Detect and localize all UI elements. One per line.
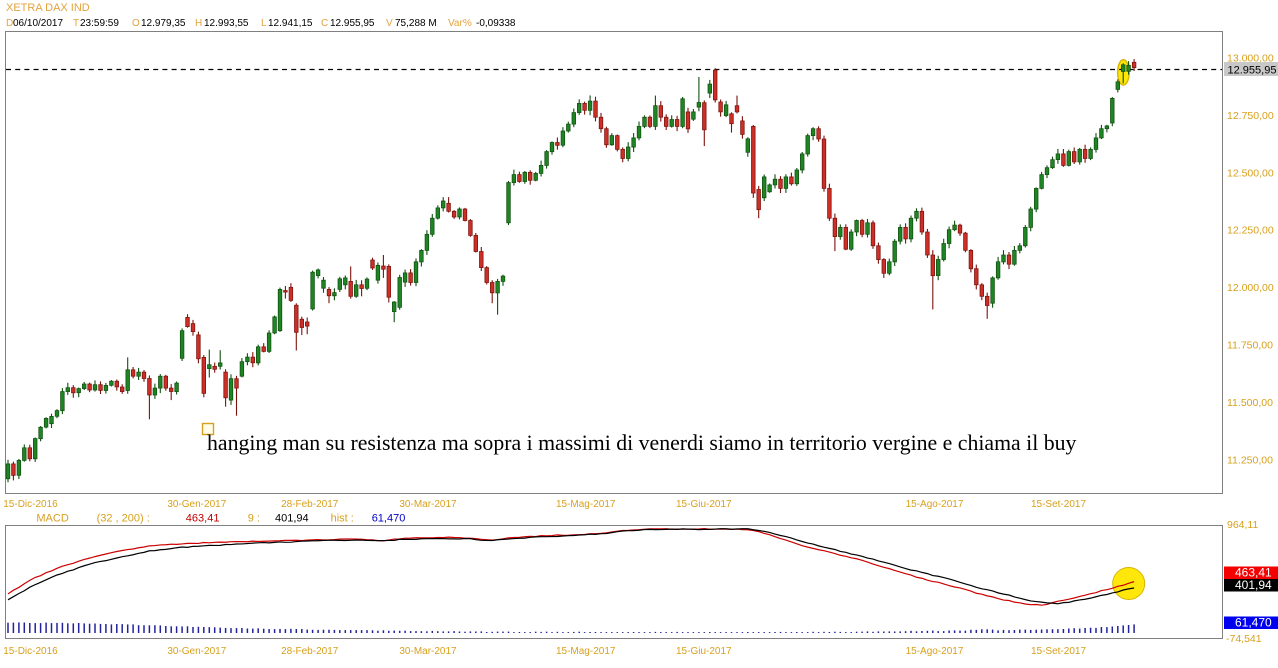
svg-text:463,41: 463,41 [186, 513, 220, 525]
svg-text:(32 , 200) :: (32 , 200) : [97, 513, 150, 525]
svg-text:15-Ago-2017: 15-Ago-2017 [906, 499, 964, 510]
svg-text:401,94: 401,94 [1235, 578, 1272, 592]
svg-text:XETRA DAX IND: XETRA DAX IND [6, 2, 90, 14]
svg-text:401,94: 401,94 [275, 513, 309, 525]
svg-text:15-Dic-2016: 15-Dic-2016 [3, 646, 58, 657]
svg-text:12.955,95: 12.955,95 [1228, 65, 1277, 77]
svg-text:15-Ago-2017: 15-Ago-2017 [906, 646, 964, 657]
svg-text:61,470: 61,470 [372, 513, 406, 525]
svg-text:15-Giu-2017: 15-Giu-2017 [676, 646, 732, 657]
svg-text:O: O [132, 18, 140, 29]
svg-text:13.000,00: 13.000,00 [1227, 53, 1274, 65]
svg-text:11.500,00: 11.500,00 [1227, 397, 1273, 409]
svg-text:12.941,15: 12.941,15 [268, 18, 313, 29]
svg-text:23:59:59: 23:59:59 [80, 18, 119, 29]
svg-text:61,470: 61,470 [1235, 616, 1272, 630]
svg-text:hist :: hist : [331, 513, 354, 525]
svg-text:T: T [73, 18, 79, 29]
svg-text:-0,09338: -0,09338 [476, 18, 516, 29]
svg-text:463,41: 463,41 [1235, 566, 1272, 580]
svg-text:9 :: 9 : [248, 513, 260, 525]
svg-text:V: V [386, 18, 393, 29]
svg-text:30-Gen-2017: 30-Gen-2017 [167, 499, 226, 510]
svg-text:15-Mag-2017: 15-Mag-2017 [556, 499, 616, 510]
svg-text:L: L [261, 18, 267, 29]
svg-text:12.500,00: 12.500,00 [1227, 167, 1274, 179]
svg-text:C: C [321, 18, 328, 29]
svg-text:hanging man su resistenza ma s: hanging man su resistenza ma sopra i mas… [207, 431, 1077, 455]
svg-text:30-Mar-2017: 30-Mar-2017 [399, 646, 457, 657]
svg-text:11.250,00: 11.250,00 [1227, 454, 1273, 466]
svg-text:15-Mag-2017: 15-Mag-2017 [556, 646, 616, 657]
svg-text:H: H [195, 18, 202, 29]
svg-text:D: D [6, 18, 13, 29]
svg-text:12.979,35: 12.979,35 [141, 18, 186, 29]
svg-text:11.750,00: 11.750,00 [1227, 340, 1273, 352]
svg-text:Var%: Var% [448, 18, 472, 29]
svg-text:06/10/2017: 06/10/2017 [13, 18, 63, 29]
svg-text:12.000,00: 12.000,00 [1227, 282, 1274, 294]
svg-text:28-Feb-2017: 28-Feb-2017 [281, 646, 339, 657]
svg-text:15-Set-2017: 15-Set-2017 [1031, 646, 1086, 657]
svg-text:75,288 M: 75,288 M [395, 18, 437, 29]
svg-text:15-Dic-2016: 15-Dic-2016 [3, 499, 58, 510]
svg-text:28-Feb-2017: 28-Feb-2017 [281, 499, 339, 510]
svg-text:30-Gen-2017: 30-Gen-2017 [167, 646, 226, 657]
svg-text:12.955,95: 12.955,95 [330, 18, 375, 29]
svg-text:12.750,00: 12.750,00 [1227, 110, 1274, 122]
svg-text:15-Giu-2017: 15-Giu-2017 [676, 499, 732, 510]
svg-text:964,11: 964,11 [1227, 519, 1258, 531]
svg-text:15-Set-2017: 15-Set-2017 [1031, 499, 1086, 510]
svg-text:12.250,00: 12.250,00 [1227, 225, 1274, 237]
svg-text:-74,541: -74,541 [1226, 633, 1262, 645]
svg-text:MACD: MACD [36, 513, 68, 525]
svg-text:12.993,55: 12.993,55 [204, 18, 249, 29]
svg-text:30-Mar-2017: 30-Mar-2017 [399, 499, 457, 510]
